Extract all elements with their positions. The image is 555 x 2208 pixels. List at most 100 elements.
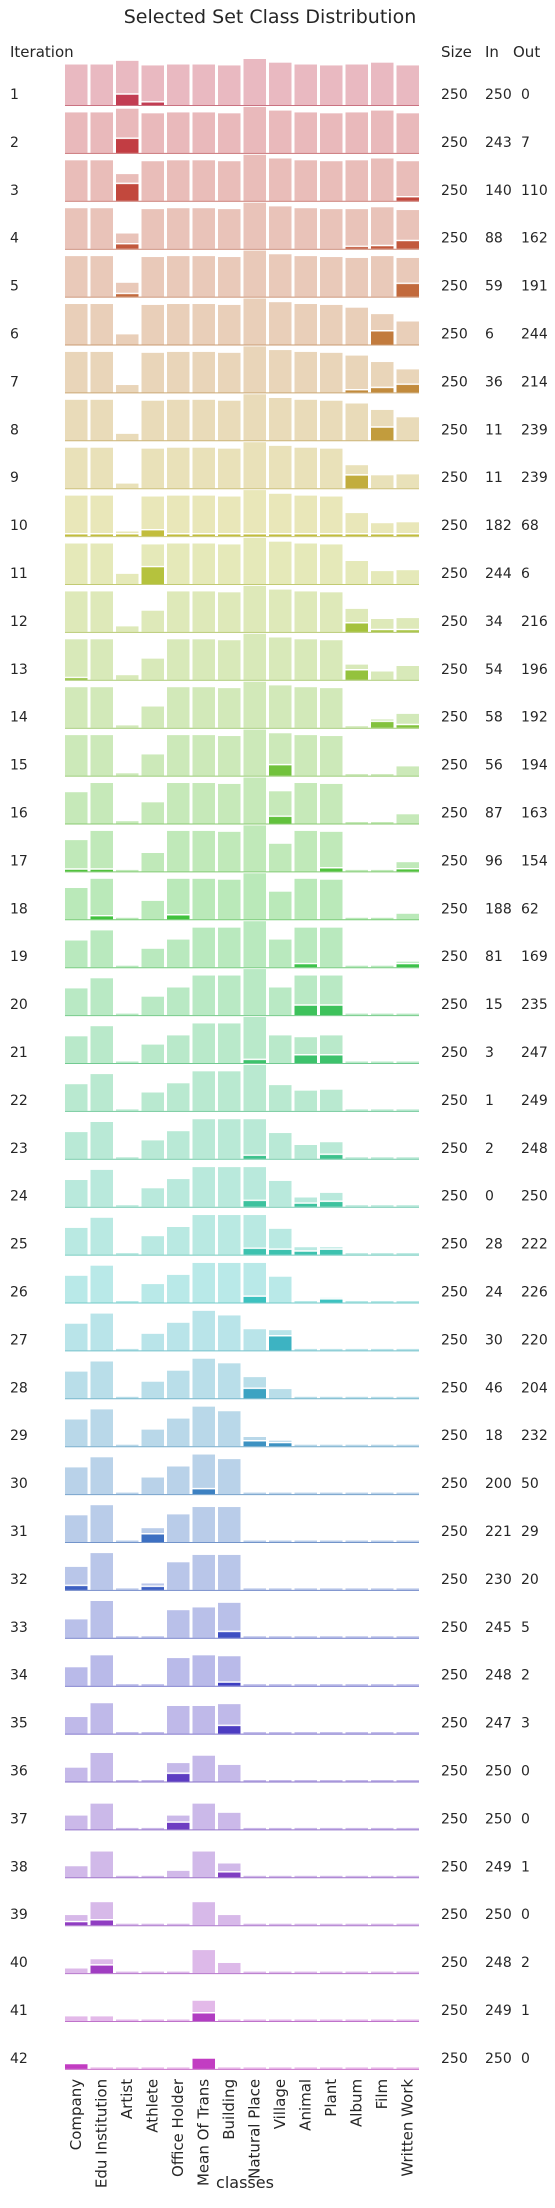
bar-17-3 <box>116 869 139 872</box>
bar-37-13 <box>371 1827 394 1830</box>
bar-1-2 <box>90 64 113 105</box>
bar-1-6 <box>192 64 215 105</box>
bar-37-1 <box>65 1815 88 1830</box>
chart-title: Selected Set Class Distribution <box>123 6 417 28</box>
size-value: 250 <box>441 614 468 630</box>
iteration-row-5: 5 250 59 191 <box>10 250 548 298</box>
in-value: 2 <box>485 1141 494 1157</box>
bar-23-10 <box>294 1145 317 1159</box>
bar-12-8 <box>243 585 266 632</box>
bar-32-9 <box>269 1588 292 1590</box>
in-bar-42-6 <box>192 2058 215 2069</box>
iteration-label: 13 <box>10 662 28 678</box>
bar-17-9 <box>269 843 292 872</box>
bar-25-9 <box>269 1228 292 1255</box>
in-bar-34-7 <box>218 1682 241 1686</box>
category-tick-label: Plant <box>322 2079 340 2117</box>
bar-2-14 <box>396 113 419 153</box>
in-bar-33-7 <box>218 1632 241 1638</box>
iteration-row-23: 23 250 2 248 <box>10 1119 548 1160</box>
bar-26-12 <box>345 1301 368 1303</box>
bar-23-5 <box>167 1131 190 1159</box>
bar-30-11 <box>320 1492 343 1495</box>
bar-34-11 <box>320 1684 343 1686</box>
bar-37-10 <box>294 1827 317 1830</box>
bar-4-14 <box>396 210 419 249</box>
bar-19-7 <box>218 927 241 968</box>
bar-16-5 <box>167 783 190 824</box>
bar-12-11 <box>320 592 343 632</box>
bar-36-3 <box>116 1780 139 1782</box>
in-value: 34 <box>485 614 503 630</box>
bar-10-11 <box>320 496 343 537</box>
in-value: 250 <box>485 87 512 103</box>
in-bar-12-14 <box>396 630 419 632</box>
bar-23-2 <box>90 1122 113 1159</box>
bar-25-8 <box>243 1215 266 1255</box>
bar-13-7 <box>218 640 241 680</box>
category-tick-label: Artist <box>118 2079 136 2119</box>
out-value: 68 <box>521 518 539 534</box>
iteration-label: 40 <box>10 1955 28 1971</box>
bar-42-8 <box>243 2067 266 2069</box>
bar-15-1 <box>65 735 88 776</box>
in-bar-24-8 <box>243 1201 266 1207</box>
size-value: 250 <box>441 327 468 343</box>
bar-11-8 <box>243 538 266 584</box>
iteration-label: 14 <box>10 710 28 726</box>
bar-2-5 <box>167 112 190 153</box>
bar-2-6 <box>192 112 215 153</box>
bar-28-1 <box>65 1371 88 1399</box>
bar-33-14 <box>396 1636 419 1638</box>
bar-41-12 <box>345 2019 368 2021</box>
in-bar-12-12 <box>345 623 368 632</box>
bar-3-13 <box>371 158 394 201</box>
bar-27-4 <box>141 1333 164 1351</box>
bar-14-11 <box>320 688 343 728</box>
in-value: 28 <box>485 1237 503 1253</box>
bar-22-10 <box>294 1090 317 1111</box>
in-bar-17-14 <box>396 869 419 872</box>
iteration-label: 41 <box>10 2003 28 2019</box>
bar-1-13 <box>371 62 394 105</box>
in-bar-16-9 <box>269 817 292 824</box>
bar-19-5 <box>167 939 190 968</box>
size-value: 250 <box>441 279 468 295</box>
in-bar-18-5 <box>167 915 190 920</box>
bar-35-9 <box>269 1732 292 1734</box>
bar-7-12 <box>345 355 368 393</box>
bar-19-3 <box>116 965 139 968</box>
bar-17-6 <box>192 830 215 872</box>
bar-39-9 <box>269 1923 292 1926</box>
iteration-row-2: 2 250 243 7 <box>10 106 530 154</box>
bar-36-8 <box>243 1780 266 1782</box>
in-bar-26-11 <box>320 1299 343 1303</box>
bar-13-14 <box>396 666 419 680</box>
bar-23-7 <box>218 1119 241 1159</box>
bar-33-12 <box>345 1636 368 1638</box>
size-value: 250 <box>441 422 468 438</box>
in-bar-36-5 <box>167 1774 190 1782</box>
bar-27-6 <box>192 1310 215 1351</box>
bar-7-10 <box>294 351 317 393</box>
bar-10-9 <box>269 493 292 537</box>
bar-9-7 <box>218 448 241 489</box>
size-value: 250 <box>441 1285 468 1301</box>
bar-35-3 <box>116 1732 139 1734</box>
bar-8-11 <box>320 400 343 441</box>
bar-26-8 <box>243 1262 266 1303</box>
in-bar-10-7 <box>218 534 241 537</box>
bar-15-6 <box>192 735 215 776</box>
bar-37-3 <box>116 1827 139 1830</box>
in-bar-4-12 <box>345 247 368 249</box>
bar-41-10 <box>294 2019 317 2021</box>
bar-10-13 <box>371 523 394 537</box>
bar-6-11 <box>320 304 343 345</box>
bar-17-5 <box>167 830 190 872</box>
in-bar-25-8 <box>243 1249 266 1255</box>
iteration-label: 21 <box>10 1045 28 1061</box>
size-value: 250 <box>441 2003 468 2019</box>
bar-42-7 <box>218 2067 241 2069</box>
bar-34-3 <box>116 1684 139 1686</box>
